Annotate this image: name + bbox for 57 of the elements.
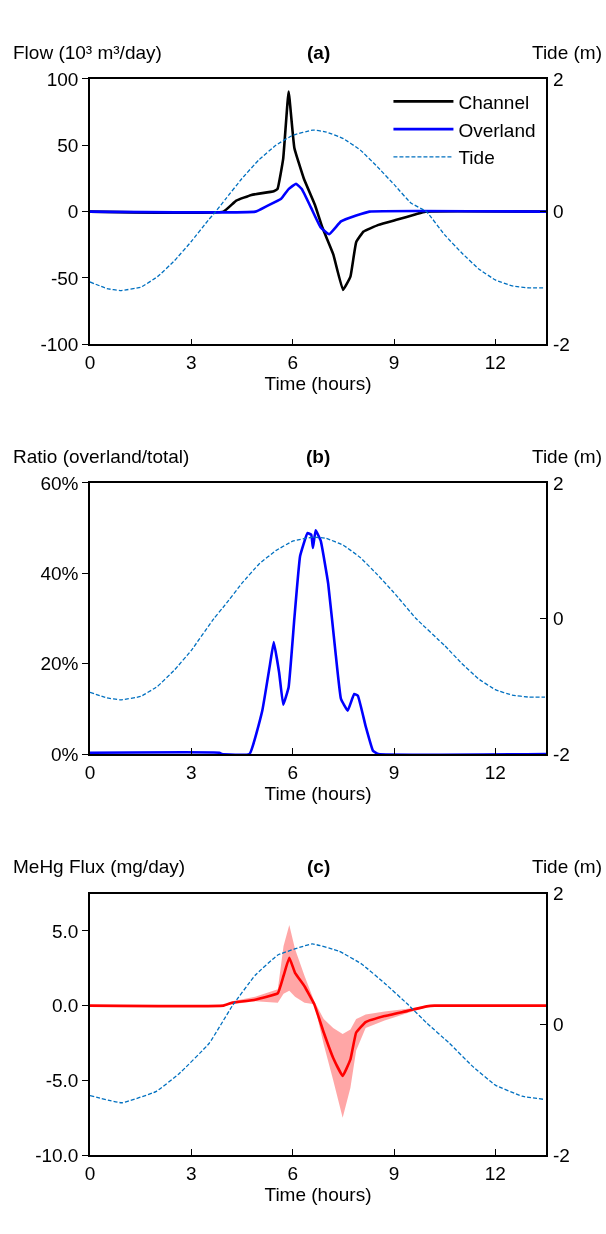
x-tick-label: 6	[287, 761, 298, 783]
y2-axis-title: Tide (m)	[532, 856, 603, 877]
x-axis-title: Time (hours)	[264, 782, 372, 804]
legend-label: Tide	[458, 147, 495, 169]
x-tick-label: 9	[388, 1162, 400, 1184]
y-tick-label: 50	[57, 134, 79, 156]
x-tick-label: 0	[84, 761, 96, 783]
y-tick-label: 40%	[40, 562, 79, 584]
line-series	[90, 536, 546, 701]
y-tick-label: 20%	[40, 653, 79, 675]
y-tick-label: 5.0	[52, 920, 79, 942]
x-tick-label: 0	[84, 351, 96, 373]
x-tick-label: 6	[287, 1162, 298, 1184]
x-tick-label: 0	[84, 1162, 96, 1184]
line-series	[90, 956, 546, 1078]
x-tick-label: 9	[388, 351, 400, 373]
y2-tick-label: -2	[553, 743, 570, 765]
line-series	[90, 182, 546, 236]
x-tick-label: 9	[388, 761, 400, 783]
y-axis-title: Ratio (overland/total)	[13, 446, 190, 467]
x-tick-label: 6	[287, 351, 298, 373]
y2-tick-label: 2	[553, 883, 564, 905]
y-axis-title: MeHg Flux (mg/day)	[13, 856, 186, 877]
y2-tick-label: -2	[553, 1144, 570, 1166]
line-series	[90, 529, 546, 755]
chart-title: (c)	[307, 856, 331, 877]
x-axis-title: Time (hours)	[264, 372, 372, 394]
x-tick-label: 3	[186, 761, 197, 783]
y-tick-label: 60%	[40, 472, 79, 494]
x-tick-label: 12	[484, 1162, 506, 1184]
line-series	[90, 943, 546, 1104]
x-tick-label: 3	[186, 1162, 197, 1184]
y-tick-label: 100	[46, 68, 79, 90]
y-tick-label: 0	[67, 201, 79, 223]
chart-title: (b)	[306, 446, 331, 467]
y2-axis-title: Tide (m)	[532, 446, 603, 467]
x-tick-label: 12	[484, 761, 506, 783]
y-tick-label: 0%	[50, 743, 79, 765]
y-tick-label: -100	[40, 333, 79, 355]
y2-tick-label: 2	[553, 472, 564, 494]
y-axis-title: Flow (10³ m³/day)	[13, 42, 162, 63]
y-tick-label: -50	[50, 267, 79, 289]
x-tick-label: 12	[484, 351, 506, 373]
legend-label: Channel	[458, 91, 530, 113]
y-tick-label: -5.0	[45, 1069, 79, 1091]
y2-axis-title: Tide (m)	[532, 42, 603, 63]
y2-tick-label: 0	[553, 1013, 564, 1035]
y2-tick-label: -2	[553, 333, 570, 355]
x-tick-label: 3	[186, 351, 197, 373]
y2-tick-label: 2	[553, 68, 564, 90]
y2-tick-label: 0	[553, 608, 564, 630]
x-axis-title: Time (hours)	[264, 1183, 372, 1205]
y2-tick-label: 0	[553, 201, 564, 223]
chart-title: (a)	[307, 42, 331, 63]
y-tick-label: -10.0	[35, 1144, 79, 1166]
legend-label: Overland	[458, 119, 536, 141]
y-tick-label: 0.0	[52, 995, 79, 1017]
